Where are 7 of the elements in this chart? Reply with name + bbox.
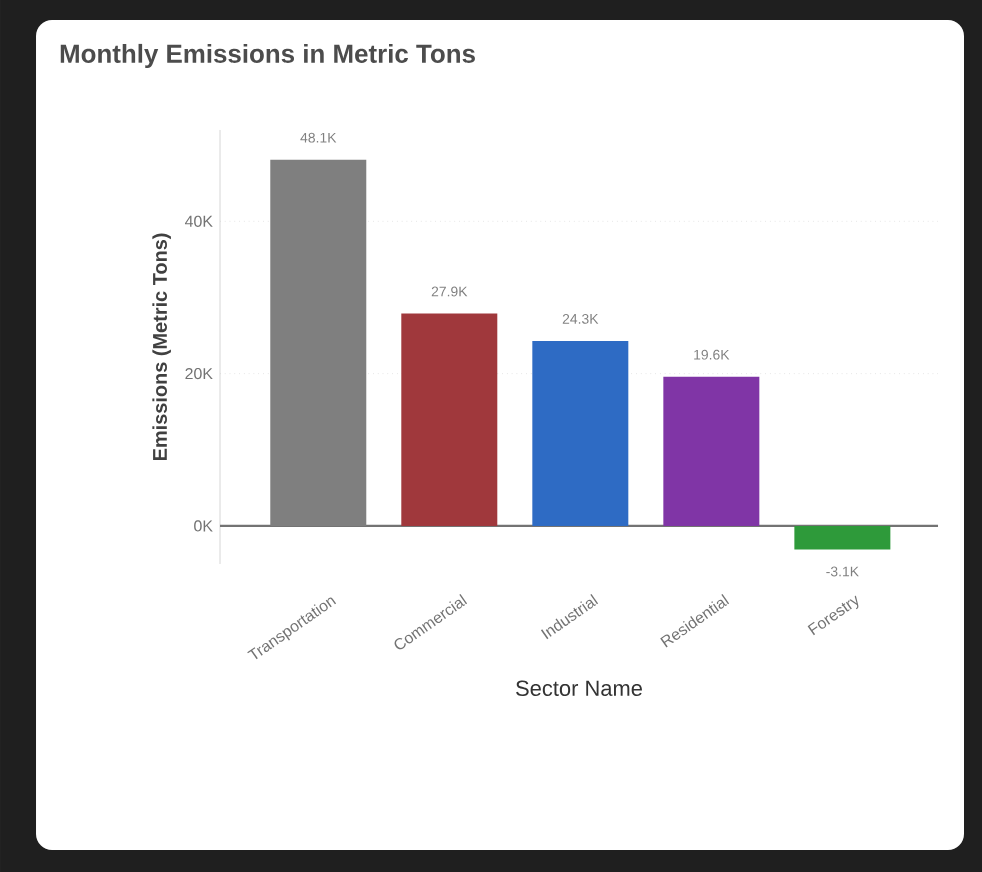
bar bbox=[401, 313, 498, 526]
bar bbox=[663, 376, 760, 526]
bar bbox=[794, 525, 891, 550]
chart-title: Monthly Emissions in Metric Tons bbox=[60, 43, 475, 69]
y-axis-title: Emissions (Metric Tons) bbox=[152, 233, 171, 461]
x-axis-title: Sector Name bbox=[516, 680, 642, 697]
bar bbox=[532, 340, 629, 526]
